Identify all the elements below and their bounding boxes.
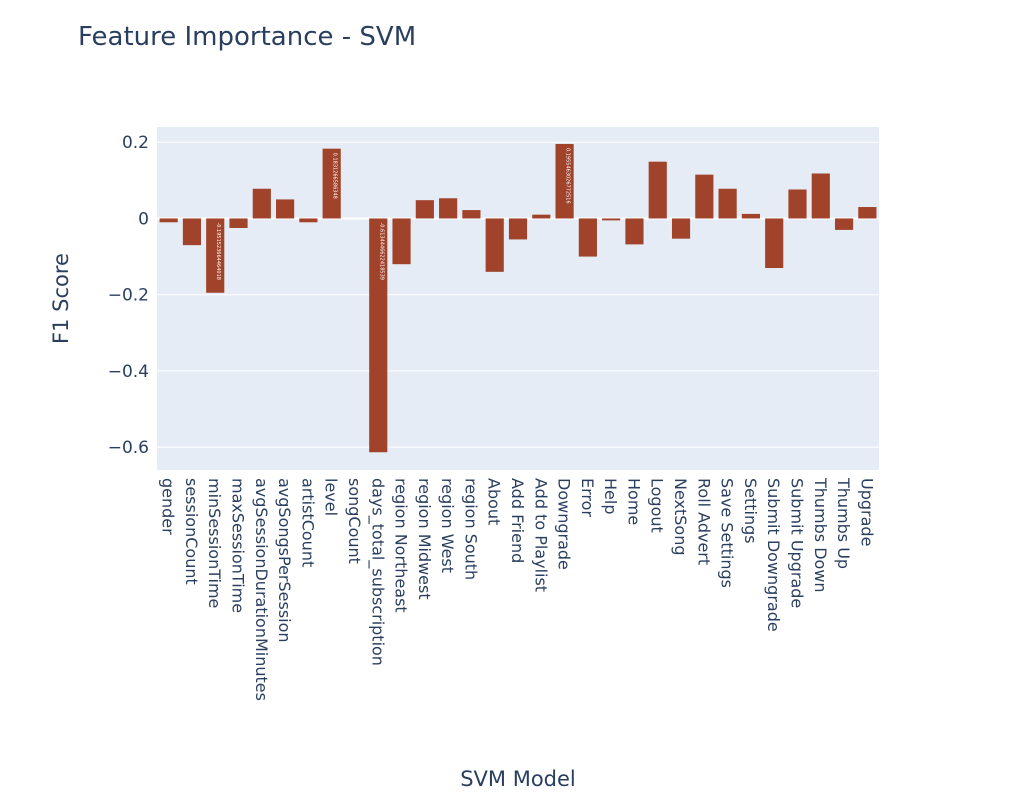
chart-title: Feature Importance - SVM [78,22,417,52]
bar [182,218,202,246]
bar [765,218,784,269]
x-tick-label: Help [601,478,620,514]
x-tick-label: About [485,478,504,525]
bars [159,143,877,453]
x-tick-label: Upgrade [857,478,876,546]
bar [718,188,737,219]
bar [159,218,178,223]
y-tick-label: −0.6 [108,438,149,458]
bar [276,199,295,219]
bar [648,161,667,219]
bar [788,189,807,219]
x-tick-label: Logout [648,478,667,533]
x-tick-label: level [322,478,341,516]
y-tick-label: −0.2 [108,286,149,306]
x-tick-label: songCount [345,478,364,564]
x-tick-label: Home [624,478,643,525]
bar [602,218,621,221]
bar [625,218,644,245]
x-tick-label: Downgrade [555,478,574,570]
bar [671,218,691,239]
x-tick-label: artistCount [298,478,317,567]
x-tick-label: avgSessionDurationMinutes [252,478,271,701]
bar [834,218,854,230]
bar [811,173,830,219]
bar [392,218,411,265]
y-axis-title: F1 Score [49,253,73,344]
bar [322,148,341,219]
x-tick-label: Thumbs Up [834,477,853,569]
bar [462,210,481,219]
x-tick-label: days_total_subscription [367,478,387,666]
x-tick-label: Submit Downgrade [764,478,783,632]
bar [415,200,434,219]
bar [741,213,760,219]
x-axis-ticks: gender sessionCount minSessionTime maxSessi… [159,477,877,701]
x-tick-label: sessionCount [182,478,201,585]
bar [555,143,574,219]
x-tick-label: NextSong [671,478,690,556]
x-tick-label: gender [159,478,178,535]
plot-area [157,127,879,470]
x-tick-label: minSessionTime [205,478,224,608]
y-tick-label: −0.4 [108,362,149,382]
x-tick-label: Add Friend [508,478,527,563]
x-tick-label: region Northeast [392,478,411,613]
bar-data-label: -0.6134446622418539 [378,222,384,279]
bar [439,198,458,219]
y-axis-ticks: 0.2 0 −0.2 −0.4 −0.6 [108,133,149,458]
bar [369,218,388,453]
bar [858,207,877,219]
x-axis-title: SVM Model [460,767,576,791]
bar-data-label: -0.1951523664464018 [215,222,221,279]
x-tick-label: Roll Advert [694,478,713,565]
x-tick-label: region West [438,478,457,573]
x-tick-label: avgSongsPerSession [275,478,294,643]
bar [578,218,597,257]
y-tick-label: 0.2 [122,133,149,153]
bar-data-labels: -0.1951523664464018 0.1831266586348 -0.613… [215,148,570,280]
bar [532,214,551,219]
y-tick-label: 0 [138,209,149,229]
bar [206,218,225,293]
bar-data-label: 0.1831266586348 [332,153,338,199]
bar [508,218,528,240]
bar [695,174,714,219]
x-tick-label: Error [578,478,597,517]
bar [252,188,271,219]
x-tick-label: Submit Upgrade [787,478,806,608]
bar [299,218,318,223]
x-tick-label: region South [461,478,480,580]
x-tick-label: Save Settings [718,478,737,588]
x-tick-label: Add to Playlist [531,478,550,592]
x-tick-label: maxSessionTime [229,478,248,613]
bar [229,218,248,228]
x-tick-label: region Midwest [415,478,434,600]
bar-data-label: 0.1955463026772516 [565,148,571,204]
x-tick-label: Thumbs Down [811,477,830,593]
x-tick-label: Settings [741,478,760,544]
bar [485,218,504,272]
